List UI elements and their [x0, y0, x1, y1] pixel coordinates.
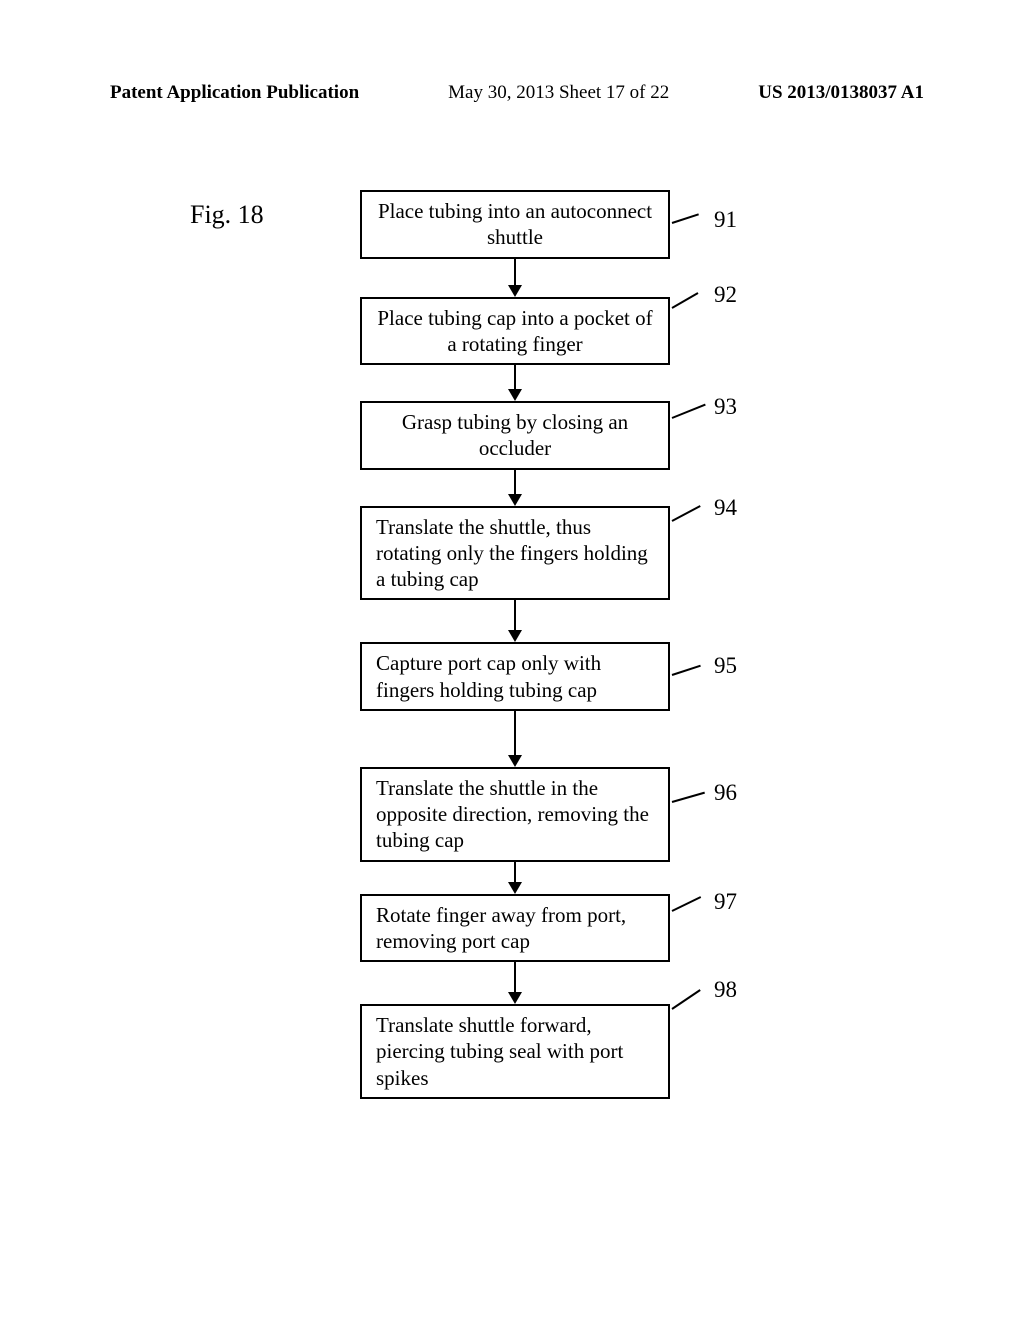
flowchart-box: Translate shuttle forward, piercing tubi… — [360, 1004, 670, 1099]
reference-number: 93 — [714, 393, 737, 422]
page-header: Patent Application Publication May 30, 2… — [0, 82, 1024, 104]
flowchart-box: Translate the shuttle, thus rotating onl… — [360, 506, 670, 601]
leader-line — [672, 791, 705, 802]
leader-line — [672, 292, 699, 309]
leader-line — [672, 505, 701, 522]
leader-line — [672, 404, 706, 419]
figure-label: Fig. 18 — [190, 200, 264, 230]
flowchart-box: Translate the shuttle in the opposite di… — [360, 767, 670, 862]
arrow-wrap — [360, 962, 670, 1004]
flowchart-box: Grasp tubing by closing an occluder93 — [360, 401, 670, 470]
arrow-wrap — [360, 365, 670, 401]
reference-number: 92 — [714, 281, 737, 310]
arrow-wrap — [360, 711, 670, 767]
reference-number: 97 — [714, 888, 737, 917]
header-right: US 2013/0138037 A1 — [758, 82, 924, 104]
reference-number: 91 — [714, 206, 737, 235]
leader-line — [671, 989, 700, 1010]
flowchart-box: Rotate finger away from port, removing p… — [360, 894, 670, 963]
arrow-wrap — [360, 259, 670, 297]
leader-line — [672, 665, 701, 676]
reference-number: 94 — [714, 494, 737, 523]
flowchart-box: Capture port cap only with fingers holdi… — [360, 642, 670, 711]
leader-line — [672, 213, 699, 224]
arrow-wrap — [360, 862, 670, 894]
reference-number: 98 — [714, 976, 737, 1005]
reference-number: 96 — [714, 779, 737, 808]
header-left: Patent Application Publication — [110, 82, 359, 104]
arrow-wrap — [360, 600, 670, 642]
flowchart-box: Place tubing cap into a pocket of a rota… — [360, 297, 670, 366]
flowchart: Place tubing into an autoconnect shuttle… — [360, 190, 670, 1099]
flowchart-box: Place tubing into an autoconnect shuttle… — [360, 190, 670, 259]
header-center: May 30, 2013 Sheet 17 of 22 — [448, 82, 669, 104]
leader-line — [672, 896, 702, 912]
arrow-wrap — [360, 470, 670, 506]
reference-number: 95 — [714, 652, 737, 681]
